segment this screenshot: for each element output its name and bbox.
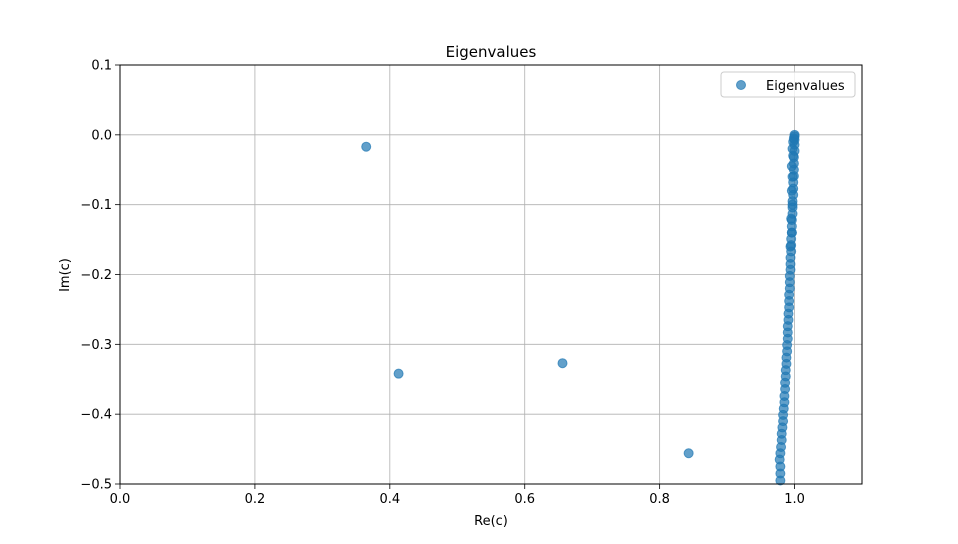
x-tick-label: 0.6 [514,492,535,507]
legend-marker [736,80,746,90]
eigenvalue-point [786,185,797,196]
y-axis-title: Im(c) [58,258,73,292]
legend-label: Eigenvalues [766,79,845,94]
eigenvalue-point [361,141,372,152]
y-tick-label: −0.3 [80,338,112,353]
eigenvalue-point [683,448,694,459]
eigenvalue-point [786,213,797,224]
x-tick-label: 0.8 [649,492,670,507]
legend: Eigenvalues [720,71,856,98]
eigenvalue-point [393,368,404,379]
y-tick-label: −0.5 [80,478,112,493]
y-tick-label: −0.4 [80,408,112,423]
legend-box [720,71,856,98]
y-tick-label: 0.1 [91,59,112,74]
axis-ticks: 0.0 0.2 0.4 0.6 0.8 1.0 0.1 0.0 −0.1 −0.2 −0.3 −0.4… [80,59,804,508]
eigenvalue-point [787,199,798,210]
eigenvalue-point [557,358,568,369]
x-axis-title: Re(c) [474,514,508,529]
eigenvalue-point [785,241,796,252]
eigenvalue-point [786,161,797,172]
scatter-points [361,129,800,486]
eigenvalue-point [788,150,799,161]
x-tick-label: 1.0 [784,492,805,507]
eigenvalue-point [786,227,797,238]
grid [119,64,862,485]
y-tick-label: −0.2 [80,268,112,283]
y-tick-label: 0.0 [91,128,112,143]
x-tick-label: 0.0 [110,492,131,507]
y-tick-label: −0.1 [80,198,112,213]
eigenvalue-point [787,171,798,182]
x-tick-label: 0.4 [379,492,400,507]
chart-title: Eigenvalues [446,43,537,61]
x-tick-label: 0.2 [245,492,266,507]
